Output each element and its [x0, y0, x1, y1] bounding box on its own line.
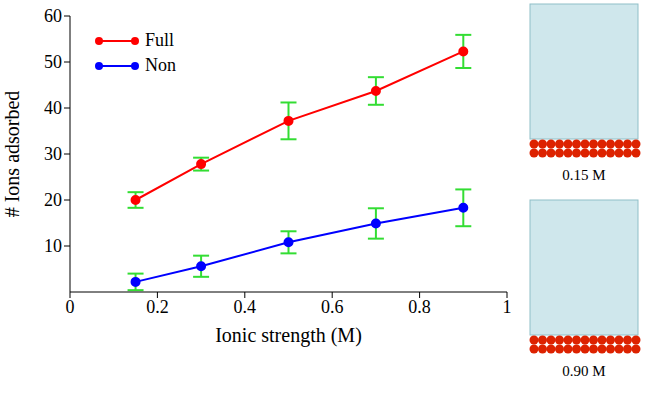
html-text:Full: Full [145, 30, 174, 50]
svg-text:0.6: 0.6 [321, 297, 344, 317]
svg-text:0.2: 0.2 [146, 297, 169, 317]
svg-text:1: 1 [503, 297, 512, 317]
svg-text:30: 30 [44, 144, 62, 164]
svg-text:0.8: 0.8 [408, 297, 431, 317]
svg-text:0.90 M: 0.90 M [562, 363, 605, 379]
svg-text:# Ions adsorbed: # Ions adsorbed [1, 91, 23, 218]
svg-text:10: 10 [44, 236, 62, 256]
svg-text:60: 60 [44, 6, 62, 26]
svg-text:40: 40 [44, 98, 62, 118]
svg-text:50: 50 [44, 52, 62, 72]
svg-text:Ionic strength (M): Ionic strength (M) [215, 324, 362, 347]
svg-text:0: 0 [66, 297, 75, 317]
svg-text:0.4: 0.4 [234, 297, 257, 317]
svg-text:20: 20 [44, 190, 62, 210]
svg-text:0.15 M: 0.15 M [562, 167, 605, 183]
html-text:Non: Non [145, 55, 176, 75]
